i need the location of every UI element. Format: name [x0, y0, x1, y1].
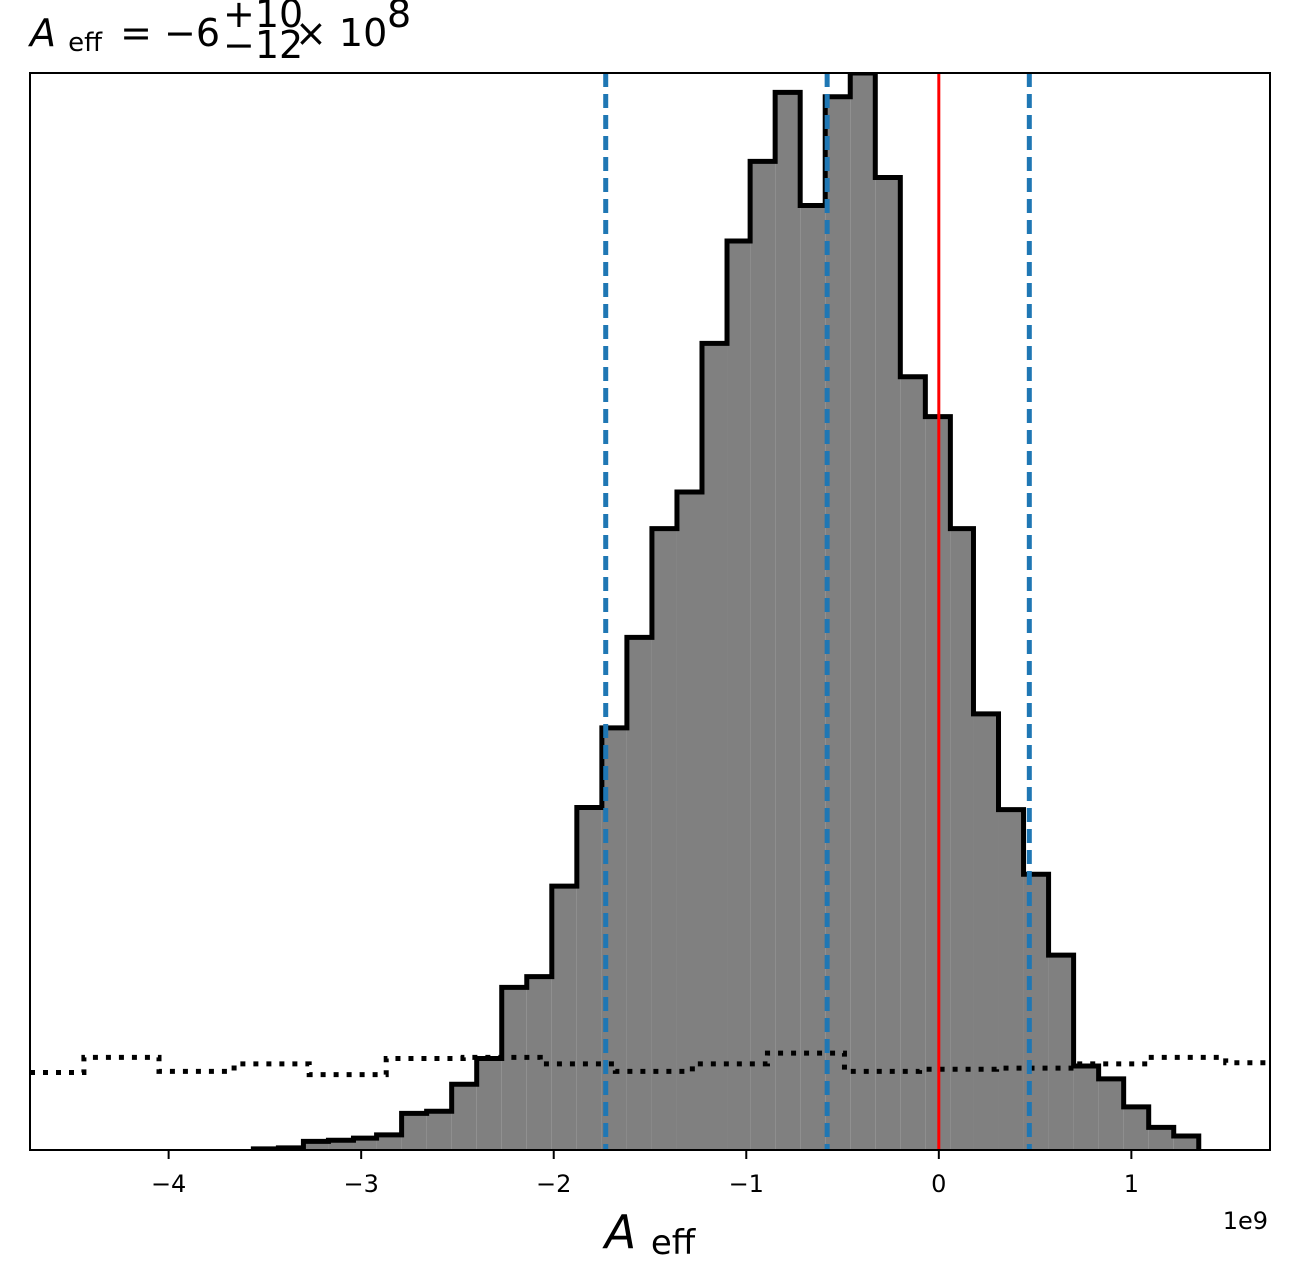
- x-tick-label: −4: [151, 1170, 186, 1198]
- posterior-bar: [651, 528, 677, 1150]
- posterior-bar: [353, 1138, 377, 1150]
- vertical-lines: [603, 73, 1032, 1150]
- x-tick-label: 1: [1124, 1170, 1139, 1198]
- posterior-bar: [850, 73, 876, 1150]
- plot-area: [30, 73, 1270, 1150]
- posterior-bar: [1073, 1065, 1099, 1150]
- posterior-bar: [701, 343, 728, 1150]
- posterior-bar: [950, 528, 974, 1150]
- prior-step-line: [30, 1050, 1270, 1078]
- posterior-bar: [750, 161, 776, 1150]
- posterior-bar: [401, 1113, 427, 1150]
- posterior-bar: [998, 809, 1024, 1150]
- posterior-bar: [501, 987, 527, 1150]
- title-exponent: 8: [387, 0, 411, 36]
- prior-histogram-outline: [30, 1050, 1270, 1078]
- title-symbol-subscript: eff: [68, 28, 103, 58]
- x-tick-label: −2: [536, 1170, 571, 1198]
- x-tick-label: 0: [931, 1170, 946, 1198]
- x-offset-label: 1e9: [1223, 1207, 1268, 1235]
- posterior-step-line: [250, 73, 1202, 1150]
- posterior-bar: [426, 1111, 452, 1150]
- posterior-bar: [875, 177, 901, 1150]
- posterior-bar: [451, 1084, 477, 1150]
- posterior-histogram-fill: [253, 73, 1199, 1150]
- posterior-bar: [476, 1058, 502, 1150]
- chart-title: A eff = −6: [27, 11, 220, 60]
- posterior-bar: [1123, 1106, 1149, 1150]
- posterior-bar: [626, 637, 652, 1150]
- posterior-bar: [303, 1141, 329, 1150]
- title-subscript: −12: [223, 23, 303, 67]
- xlabel-subscript: eff: [651, 1223, 697, 1263]
- posterior-bar: [576, 807, 602, 1150]
- xlabel-symbol: A: [602, 1205, 636, 1259]
- posterior-bar: [800, 205, 826, 1150]
- title-equals: = −6: [120, 11, 220, 55]
- posterior-bar: [376, 1134, 402, 1150]
- posterior-bar: [1048, 955, 1074, 1150]
- x-tick-label: −3: [343, 1170, 378, 1198]
- posterior-bar: [1098, 1078, 1124, 1150]
- posterior-bar: [900, 376, 926, 1150]
- posterior-bar: [328, 1140, 354, 1150]
- posterior-histogram-outline: [250, 73, 1202, 1150]
- x-ticks: −4 −3 −2 −1 0 1: [151, 1150, 1139, 1198]
- title-superscript: +10: [223, 0, 303, 36]
- axes-frame: [29, 72, 1271, 1151]
- posterior-bar: [676, 491, 702, 1150]
- posterior-bar: [1148, 1127, 1174, 1150]
- posterior-bar: [1173, 1135, 1199, 1150]
- posterior-bar: [727, 241, 751, 1150]
- title-times: × 10: [295, 11, 387, 55]
- posterior-bar: [775, 92, 801, 1150]
- posterior-bar: [551, 886, 577, 1150]
- x-axis-label: A eff: [602, 1205, 697, 1263]
- posterior-bar: [973, 713, 999, 1150]
- title-symbol: A: [27, 11, 56, 55]
- x-tick-label: −1: [729, 1170, 764, 1198]
